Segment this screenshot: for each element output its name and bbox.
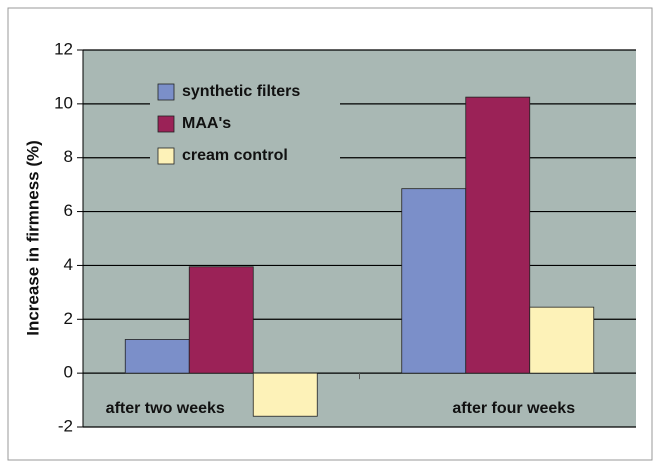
y-tick-label: 6 [64, 201, 73, 220]
x-tick-label: after four weeks [452, 400, 575, 417]
legend-label: MAA's [182, 115, 231, 132]
legend-swatch [157, 115, 175, 133]
bar [188, 266, 254, 374]
bar [401, 188, 467, 374]
legend-swatch [157, 147, 175, 165]
y-tick-label: 2 [64, 309, 73, 328]
bar [252, 372, 318, 417]
legend [150, 76, 340, 172]
y-tick-label: 8 [64, 147, 73, 166]
bar [124, 339, 190, 374]
y-axis-label: Increase in firmness (%) [23, 140, 42, 336]
y-tick-label: 0 [64, 363, 73, 382]
bar [465, 96, 531, 374]
y-tick-label: 10 [54, 93, 73, 112]
legend-label: synthetic filters [182, 83, 300, 100]
y-tick-label: -2 [58, 416, 73, 435]
x-tick-label: after two weeks [106, 400, 225, 417]
legend-swatch [157, 83, 175, 101]
y-tick-label: 12 [54, 39, 73, 58]
y-tick-label: 4 [64, 255, 73, 274]
bar [529, 306, 595, 374]
legend-label: cream control [182, 147, 288, 164]
